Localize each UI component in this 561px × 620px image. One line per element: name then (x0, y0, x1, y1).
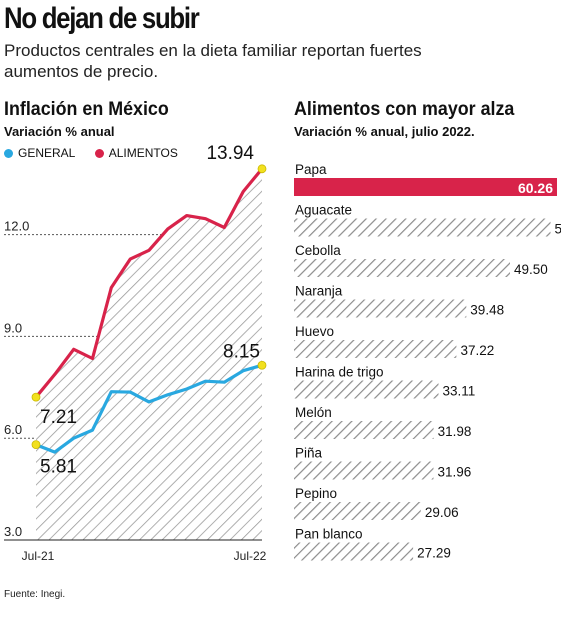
bar-chart-title: Alimentos con mayor alza (294, 99, 515, 120)
bar (294, 502, 421, 520)
x-tick-label: Jul-21 (22, 549, 55, 563)
source-note: Fuente: Inegi. (4, 589, 66, 600)
bar (294, 340, 457, 358)
bar (294, 259, 510, 277)
alimentos-endpoint-marker (257, 164, 267, 174)
bar-value-label: 49.50 (514, 262, 548, 277)
bar-value-label: 60.26 (518, 180, 553, 196)
bar (294, 542, 414, 561)
bar (294, 218, 551, 237)
alimentos-endpoint-marker (31, 392, 41, 402)
y-tick-label: 9.0 (4, 320, 22, 335)
line-chart: 3.0 6.0 9.0 12.0 7.21 5.81 13.94 8.15 Jul-21 Jul-… (4, 143, 267, 563)
bar-value-label: 29.06 (425, 505, 459, 520)
line-chart-title: Inflación en México (4, 99, 169, 120)
bar-value-label: 58.78 (555, 222, 561, 237)
deck: Productos centrales en la dieta familiar… (4, 41, 422, 81)
bar-category-label: Huevo (295, 324, 334, 339)
bar-value-label: 39.48 (470, 303, 504, 318)
general-series-line (35, 363, 263, 454)
line-chart-legend: GENERAL ALIMENTOS (4, 146, 194, 161)
headline: No dejan de subir (4, 2, 200, 35)
bar-value-label: 31.98 (438, 424, 472, 439)
bar-highlight (294, 178, 557, 196)
general-end-label: 8.15 (223, 341, 260, 362)
y-tick-label: 12.0 (4, 219, 29, 234)
bar (294, 380, 439, 399)
bar (294, 461, 434, 480)
alimentos-area (36, 168, 262, 541)
line-chart-subtitle: Variación % anual (4, 124, 115, 139)
x-tick-label: Jul-22 (234, 549, 267, 563)
bar-value-label: 37.22 (460, 343, 494, 358)
general-endpoint-marker (257, 360, 267, 370)
bar-value-label: 27.29 (417, 546, 451, 561)
bar-value-label: 33.11 (443, 384, 476, 399)
general-start-label: 5.81 (40, 457, 77, 478)
legend-label-alimentos: ALIMENTOS (108, 146, 178, 160)
alimentos-end-label: 13.94 (206, 143, 254, 164)
alimentos-start-label: 7.21 (40, 407, 77, 428)
bar-category-label: Piña (295, 446, 323, 461)
bar-chart: Papa 60.26 Aguacate 58.78 Cebolla 49.50 Naranj… (294, 162, 561, 561)
general-endpoint-marker (31, 440, 41, 450)
bar-category-label: Naranja (295, 284, 343, 299)
bar-value-label: 31.96 (437, 465, 471, 480)
legend-item-alimentos: ALIMENTOS (94, 146, 178, 160)
legend-label-general: GENERAL (18, 146, 76, 160)
bar-chart-subtitle: Variación % anual, julio 2022. (294, 124, 475, 139)
bar-category-label: Aguacate (295, 203, 352, 218)
bar-category-label: Papa (295, 162, 327, 177)
y-tick-label: 6.0 (4, 422, 22, 437)
legend-item-general: GENERAL (4, 146, 75, 160)
bar-category-label: Melón (295, 405, 332, 420)
bar-category-label: Pepino (295, 486, 337, 501)
legend-swatch-alimentos (94, 148, 104, 158)
legend-swatch-general (4, 148, 13, 158)
y-tick-label: 3.0 (4, 524, 22, 539)
bar-category-label: Harina de trigo (295, 365, 384, 380)
bar (294, 299, 467, 318)
bar-category-label: Cebolla (295, 243, 341, 258)
bar (294, 421, 434, 439)
bar-category-label: Pan blanco (295, 527, 363, 542)
alimentos-series-line (34, 167, 264, 399)
